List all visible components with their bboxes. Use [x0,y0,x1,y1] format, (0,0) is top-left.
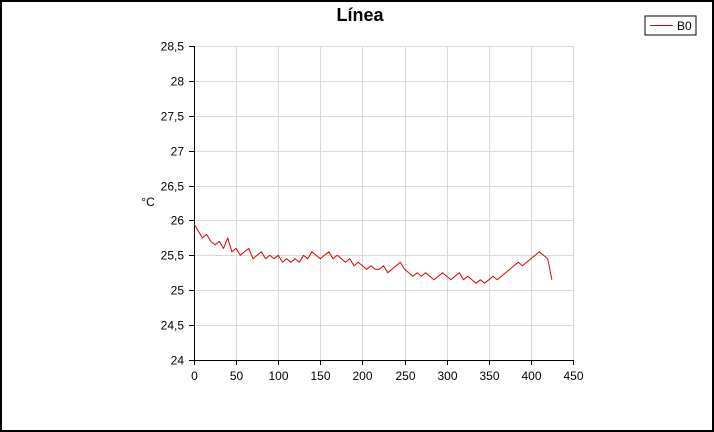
legend-label-b0: B0 [677,19,692,33]
y-tick-label: 27,5 [161,110,185,124]
y-tick-label: 24,5 [161,319,185,333]
x-tick-label: 300 [437,369,457,383]
y-tick-label: 27 [171,145,185,159]
legend: B0 [644,15,697,36]
tick-labels: 24 24,5 25 25,5 26 26,5 27 27,5 28 28,5 0 50 100 150 2… [161,40,584,384]
y-tick-label: 28,5 [161,40,185,54]
y-tick-label: 25,5 [161,249,185,263]
series-layer [193,223,553,284]
x-tick-label: 100 [268,369,288,383]
grid-layer [194,46,574,360]
chart-title: Línea [336,5,384,25]
x-tick-label: 450 [563,369,583,383]
y-axis-label: °C [141,195,155,209]
y-tick-label: 26,5 [161,180,185,194]
series-line-b0 [193,223,553,284]
y-tick-label: 26 [171,214,185,228]
x-tick-label: 200 [352,369,372,383]
x-tick-label: 250 [395,369,415,383]
x-tick-label: 400 [521,369,541,383]
x-tick-label: 0 [191,369,198,383]
y-tick-label: 28 [171,75,185,89]
x-tick-label: 350 [479,369,499,383]
y-tick-label: 24 [171,354,185,368]
y-tick-label: 25 [171,284,185,298]
x-tick-label: 150 [310,369,330,383]
x-tick-label: 50 [230,369,244,383]
plot-area [194,46,573,360]
axes-layer [189,46,574,365]
